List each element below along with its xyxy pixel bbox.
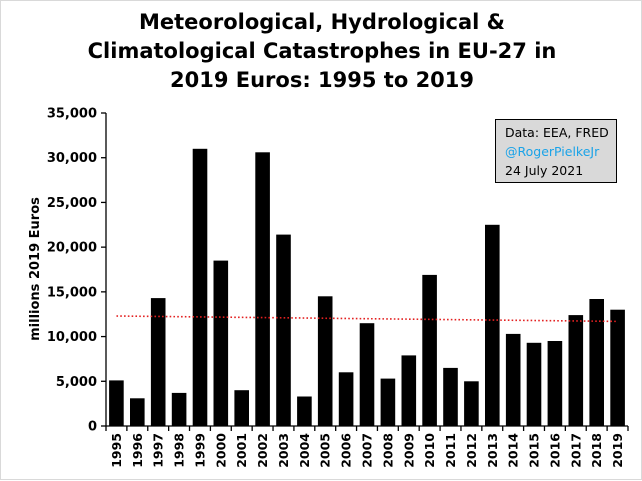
y-axis-label: millions 2019 Euros bbox=[28, 197, 43, 341]
y-tick-label: 15,000 bbox=[47, 285, 97, 300]
x-tick-label-2005: 2005 bbox=[318, 433, 333, 468]
source-annotation: Data: EEA, FRED @RogerPielkeJr 24 July 2… bbox=[495, 119, 617, 183]
chart-title-line-3: 2019 Euros: 1995 to 2019 bbox=[169, 68, 475, 92]
x-tick-label-2006: 2006 bbox=[339, 433, 354, 468]
bar-2003 bbox=[276, 234, 291, 426]
y-tick-label: 35,000 bbox=[47, 107, 97, 122]
y-tick-label: 20,000 bbox=[47, 241, 97, 256]
x-tick-label-2010: 2010 bbox=[422, 433, 437, 468]
y-tick-label: 25,000 bbox=[47, 196, 97, 211]
bar-2010 bbox=[422, 274, 437, 426]
x-tick-label-2017: 2017 bbox=[568, 433, 583, 468]
bar-2005 bbox=[317, 296, 333, 426]
bar-2014 bbox=[505, 333, 521, 426]
x-tick-label-2002: 2002 bbox=[255, 433, 270, 468]
trend-line bbox=[116, 315, 618, 323]
x-tick-label-2003: 2003 bbox=[276, 433, 291, 468]
x-tick-label-2014: 2014 bbox=[506, 433, 521, 468]
bar-2019 bbox=[610, 309, 625, 426]
x-tick-label-2019: 2019 bbox=[610, 433, 625, 468]
bar-2004 bbox=[297, 396, 312, 426]
bar-2011 bbox=[443, 367, 458, 426]
bar-2002 bbox=[255, 152, 270, 427]
chart-title-line-2: Climatological Catastrophes in EU-27 in bbox=[87, 39, 557, 63]
bar-2016 bbox=[547, 341, 563, 426]
bar-2007 bbox=[359, 323, 375, 426]
bar-2006 bbox=[338, 372, 354, 426]
bar-1996 bbox=[130, 398, 145, 426]
x-tick-label-2016: 2016 bbox=[547, 433, 562, 468]
x-tick-label-2004: 2004 bbox=[297, 433, 312, 468]
author-handle[interactable]: @RogerPielkeJr bbox=[505, 144, 600, 159]
x-tick-label-2011: 2011 bbox=[443, 433, 458, 468]
x-tick-label-2015: 2015 bbox=[527, 433, 542, 468]
bar-1999 bbox=[192, 148, 208, 427]
x-tick-label-2007: 2007 bbox=[360, 433, 375, 468]
bar-2015 bbox=[526, 342, 542, 426]
source-text: Data: EEA, FRED bbox=[505, 125, 609, 140]
chart-title-line-1: Meteorological, Hydrological & bbox=[139, 10, 505, 34]
x-tick-label-2012: 2012 bbox=[464, 433, 479, 468]
bar-2017 bbox=[568, 315, 584, 426]
bar-2013 bbox=[485, 224, 500, 426]
y-tick-label: 0 bbox=[88, 420, 97, 435]
bar-2018 bbox=[589, 299, 604, 426]
annotation-date: 24 July 2021 bbox=[505, 163, 584, 178]
x-tick-label-1998: 1998 bbox=[172, 433, 187, 468]
x-tick-label-1999: 1999 bbox=[193, 433, 208, 468]
x-tick-label-2001: 2001 bbox=[234, 433, 249, 468]
y-tick-label: 5,000 bbox=[56, 375, 97, 390]
y-tick-label: 10,000 bbox=[47, 330, 97, 345]
bar-1995 bbox=[109, 380, 124, 426]
bar-1997 bbox=[150, 298, 166, 426]
bar-2000 bbox=[213, 260, 229, 426]
axes-layer: 0 5,000 10,000 15,000 20,000 25,000 30,000 35,0… bbox=[47, 107, 629, 468]
bar-2012 bbox=[464, 381, 479, 426]
x-tick-label-1996: 1996 bbox=[130, 433, 145, 468]
bar-1998 bbox=[171, 392, 187, 426]
y-tick-label: 30,000 bbox=[47, 151, 97, 166]
x-tick-label-2018: 2018 bbox=[589, 433, 604, 468]
x-tick-label-2000: 2000 bbox=[213, 433, 228, 468]
bars-layer bbox=[109, 148, 625, 427]
x-tick-label-2009: 2009 bbox=[401, 433, 416, 468]
bar-2009 bbox=[401, 355, 417, 426]
x-tick-label-2013: 2013 bbox=[485, 433, 500, 468]
bar-2001 bbox=[234, 390, 249, 426]
x-tick-label-1997: 1997 bbox=[151, 433, 166, 468]
trend-layer bbox=[116, 315, 618, 323]
bar-2008 bbox=[380, 378, 396, 426]
x-tick-label-1995: 1995 bbox=[109, 433, 124, 468]
x-tick-label-2008: 2008 bbox=[380, 433, 395, 468]
